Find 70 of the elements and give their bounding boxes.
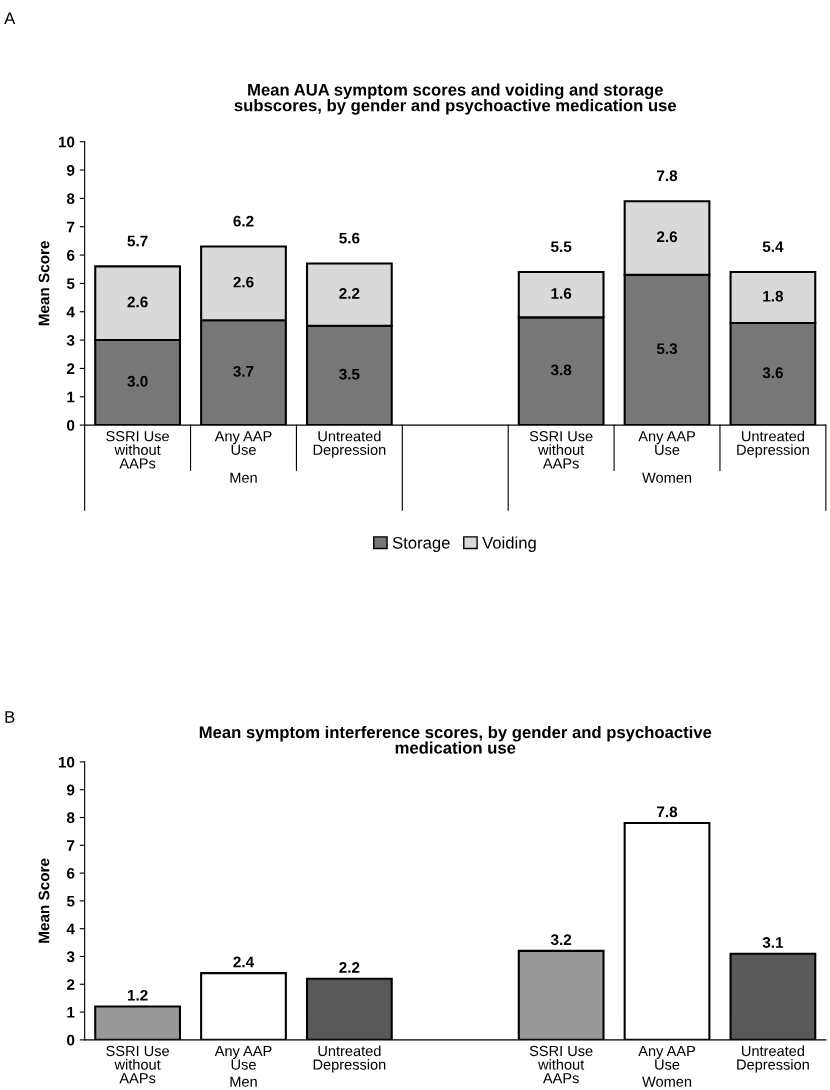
x-tick-label: SSRI Use without AAPs [106, 1045, 169, 1084]
data-label: 2.4 [233, 956, 255, 968]
y-axis-title: Mean Score [38, 241, 50, 326]
y-axis-title: Mean Score [38, 858, 50, 943]
data-label: 3.2 [550, 934, 572, 946]
data-label: 3.1 [762, 937, 784, 948]
text: Women [642, 472, 692, 483]
data-label: 2.6 [656, 231, 678, 243]
y-tick-label: 3 [66, 334, 75, 346]
x-tick-label: Untreated Depression [737, 430, 809, 458]
y-tick-label: 10 [58, 136, 75, 148]
y-tick-label: 7 [67, 840, 75, 851]
y-tick-label: 0 [67, 1034, 75, 1046]
x-tick-label: Untreated Depression [313, 430, 386, 458]
data-label: 7.8 [657, 806, 678, 818]
y-tick-label: 10 [58, 756, 75, 768]
y-tick-label: 1 [67, 1007, 75, 1018]
data-label: 1.6 [551, 288, 572, 299]
x-tick-label: Untreated Depression [737, 1045, 809, 1073]
y-tick-label: 6 [67, 249, 75, 261]
text: Men [230, 1076, 257, 1087]
x-tick-label: SSRI Use without AAPs [529, 1045, 593, 1084]
total-label: 5.4 [762, 241, 784, 253]
total-label: 7.8 [657, 170, 678, 182]
text: Women [642, 1076, 692, 1087]
y-tick-label: 4 [66, 306, 75, 318]
x-tick-label: Untreated Depression [313, 1045, 386, 1073]
data-label: 3.8 [550, 364, 572, 376]
x-tick-label: SSRI Use without AAPs [106, 431, 169, 469]
legend-label: Storage [392, 536, 450, 552]
data-label: 3.7 [233, 365, 254, 377]
y-tick-label: 0 [67, 419, 75, 431]
y-tick-label: 7 [67, 221, 75, 233]
x-tick-label: Any AAP Use [214, 1045, 272, 1070]
y-tick-label: 2 [66, 363, 75, 374]
total-label: 5.5 [550, 241, 572, 253]
x-tick-label: Any AAP Use [638, 431, 696, 455]
y-tick-label: 8 [66, 193, 75, 205]
text: Men [230, 472, 257, 483]
data-label: 3.6 [762, 367, 783, 379]
data-label: 2.6 [233, 276, 254, 288]
data-label: 2.2 [339, 288, 360, 299]
y-tick-label: 5 [66, 278, 75, 290]
y-tick-label: 9 [66, 784, 75, 796]
data-label: 1.2 [127, 989, 148, 1001]
chart-title: Mean symptom interference scores, by gender and psychoactive medication use [199, 725, 712, 754]
chart-title: Mean AUA symptom scores and voiding and storage subscores, by gender and psychoactive medication use [234, 83, 677, 115]
data-label: 1.8 [763, 290, 784, 302]
total-label: 5.6 [339, 232, 360, 244]
x-tick-label: Any AAP Use [638, 1045, 696, 1070]
y-tick-label: 6 [67, 867, 75, 879]
data-label: 3.5 [339, 368, 360, 380]
y-tick-label: 3 [66, 951, 75, 963]
x-tick-label: SSRI Use without AAPs [529, 431, 593, 469]
y-tick-label: 5 [66, 895, 75, 907]
y-tick-label: 2 [66, 979, 75, 990]
legend-label: Voiding [482, 536, 536, 552]
y-tick-label: 4 [66, 923, 75, 935]
total-label: 5.7 [127, 235, 148, 247]
y-tick-label: 9 [66, 164, 75, 176]
data-label: 2.6 [127, 296, 148, 308]
y-tick-label: 1 [67, 391, 75, 403]
data-label: 2.2 [339, 962, 360, 973]
y-tick-label: 8 [66, 812, 75, 824]
data-label: 5.3 [656, 343, 678, 355]
text: A [4, 12, 16, 24]
text: B [5, 711, 15, 723]
x-tick-label: Any AAP Use [214, 431, 272, 455]
total-label: 6.2 [233, 215, 254, 227]
data-label: 3.0 [127, 375, 148, 387]
